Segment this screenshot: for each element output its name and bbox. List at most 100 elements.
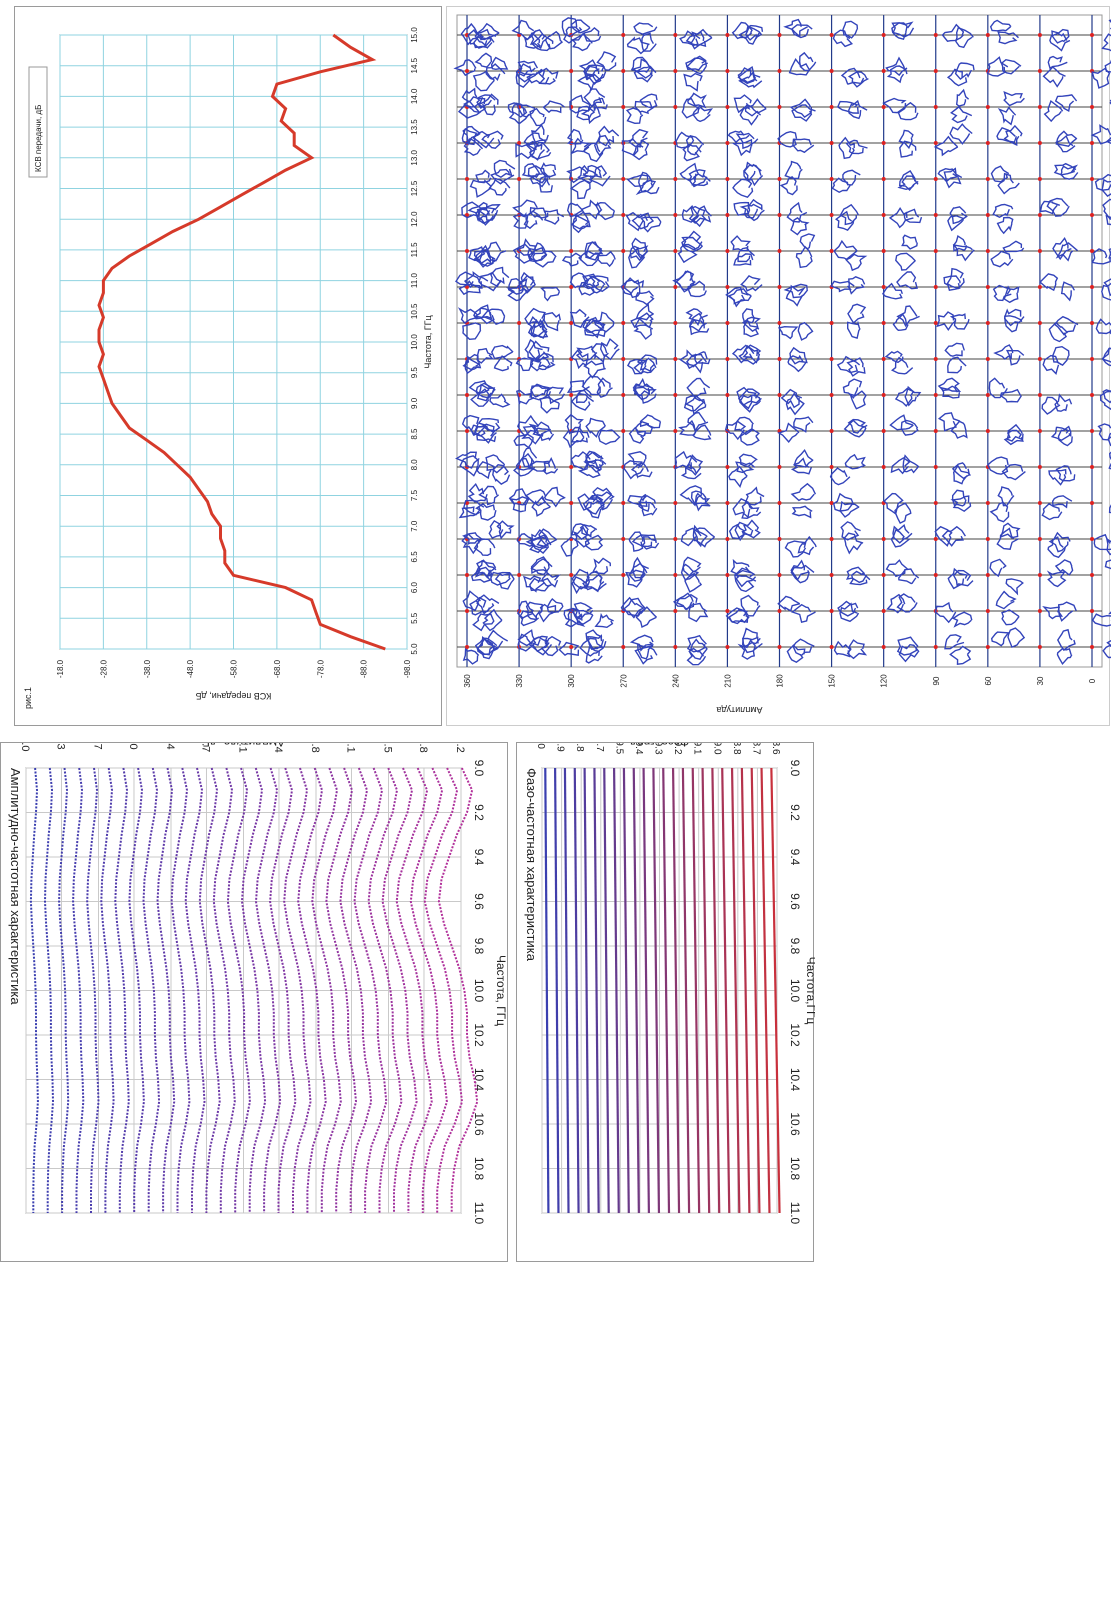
- grid-marker: [829, 393, 834, 397]
- scribble-loop: [952, 234, 968, 252]
- scribble-loop: [693, 527, 716, 548]
- series-line: [701, 767, 711, 1214]
- scribble-loop: [528, 242, 548, 262]
- grid-marker: [829, 69, 834, 73]
- grid-marker: [881, 249, 886, 253]
- scribble-loop: [490, 56, 509, 71]
- y-tick-label: 29.9: [555, 743, 566, 752]
- scribble-loop: [473, 538, 496, 557]
- grid-marker: [933, 501, 938, 505]
- grid-marker: [985, 537, 990, 541]
- x-tick-group: 11.0: [788, 1202, 802, 1225]
- y-tick-group: 9.4: [164, 743, 176, 750]
- grid-marker: [933, 573, 938, 577]
- grid-marker: [517, 573, 522, 577]
- x-tick-label: 10.6: [788, 1112, 802, 1136]
- scribble-loop: [494, 572, 515, 590]
- scribble-loop: [736, 386, 757, 407]
- scribble-loop: [734, 416, 754, 436]
- scribble-loop: [992, 284, 1012, 302]
- scribble-loop: [733, 253, 754, 266]
- scribble-loop: [633, 22, 658, 35]
- scribble-loop: [679, 349, 703, 370]
- grid-marker: [621, 321, 626, 325]
- grid-marker: [517, 177, 522, 181]
- x-tick-group: 9.2: [788, 804, 802, 821]
- scribble-loop: [894, 502, 912, 525]
- x-tick-label: 9.4: [788, 849, 802, 866]
- scribble-loop: [558, 641, 580, 657]
- y-tick-label: 150: [828, 674, 837, 688]
- scribble-loop: [788, 58, 811, 76]
- ylabel-group: Амплитуда: [716, 705, 762, 715]
- scribble-loop: [891, 22, 908, 41]
- grid-marker: [621, 429, 626, 433]
- return-loss-chart: 5.0 5.5 6.0 6.5 7.0 7.5 8.0 8.5 9.0 9.5 10.0 10.5 11…: [23, 27, 433, 709]
- series-line: [86, 767, 100, 1213]
- scribble-loop: [560, 536, 579, 557]
- scribble-loop: [1099, 390, 1111, 411]
- series-line: [381, 767, 418, 1213]
- scribble-loop: [482, 608, 503, 632]
- grid-marker: [621, 573, 626, 577]
- scribble-loop: [625, 107, 644, 125]
- scribble-loop: [686, 647, 707, 666]
- x-tick-group: 9.0: [788, 760, 802, 777]
- chart-title: Амплитудно-частотная характеристика: [8, 768, 23, 1005]
- scribble-loop: [789, 98, 813, 119]
- y-tick-group: 120: [880, 674, 889, 688]
- grid-marker: [725, 285, 730, 289]
- scribble-loop: [939, 385, 961, 399]
- x-tick-group: 9.4: [472, 849, 486, 866]
- scribble-loop: [727, 130, 750, 144]
- grid-marker: [985, 141, 990, 145]
- scribble-loop: [524, 489, 547, 507]
- grid-marker: [569, 393, 574, 397]
- grid-marker: [933, 429, 938, 433]
- series-line: [353, 767, 388, 1213]
- scribble-loop: [532, 250, 557, 268]
- scribble-loop: [847, 71, 869, 88]
- grid-marker: [465, 573, 469, 577]
- scribble-loop: [783, 18, 808, 39]
- scribble-loop: [1095, 318, 1111, 335]
- scribble-loop: [582, 64, 607, 82]
- series-line: [750, 767, 761, 1214]
- scribble-loop: [785, 284, 806, 307]
- scribble-loop: [848, 276, 866, 295]
- y-tick-group: 270: [619, 674, 628, 688]
- grid-marker: [777, 609, 782, 613]
- grid-marker: [985, 429, 990, 433]
- scribble-loop: [1057, 425, 1073, 447]
- scribble-loop: [832, 492, 854, 512]
- grid-marker: [1037, 105, 1042, 109]
- scribble-loop: [1055, 134, 1076, 153]
- scribble-loop: [846, 357, 866, 377]
- grid-marker: [1037, 645, 1042, 649]
- scribble-loop: [517, 414, 540, 438]
- y-tick-label: 89.7: [594, 743, 605, 752]
- x-tick-label: 14.0: [410, 88, 419, 104]
- scribble-loop: [730, 235, 751, 252]
- y-tick-group: 21.1: [344, 743, 356, 753]
- y-tick-group: 23.5: [382, 743, 394, 753]
- grid-marker: [1037, 213, 1042, 217]
- scribble-loop: [950, 495, 972, 513]
- scribble-loop: [1049, 32, 1071, 52]
- grid-marker: [1090, 501, 1094, 505]
- x-tick-group: 14.5: [410, 57, 419, 73]
- scribble-loop: [1091, 613, 1111, 627]
- scribble-loop: [530, 385, 552, 401]
- scribble-loop: [881, 282, 903, 300]
- scribble-loop: [583, 26, 602, 42]
- y-tick-group: 7.0: [127, 743, 139, 750]
- grid-marker: [985, 177, 990, 181]
- scribble-loop: [992, 203, 1014, 218]
- grid-marker: [673, 429, 678, 433]
- grid-marker: [725, 501, 730, 505]
- series-line: [156, 767, 176, 1213]
- scribble-loop: [943, 167, 963, 189]
- scribble-loop: [1104, 59, 1111, 73]
- grid-marker: [881, 285, 886, 289]
- scribble-loop: [458, 506, 481, 519]
